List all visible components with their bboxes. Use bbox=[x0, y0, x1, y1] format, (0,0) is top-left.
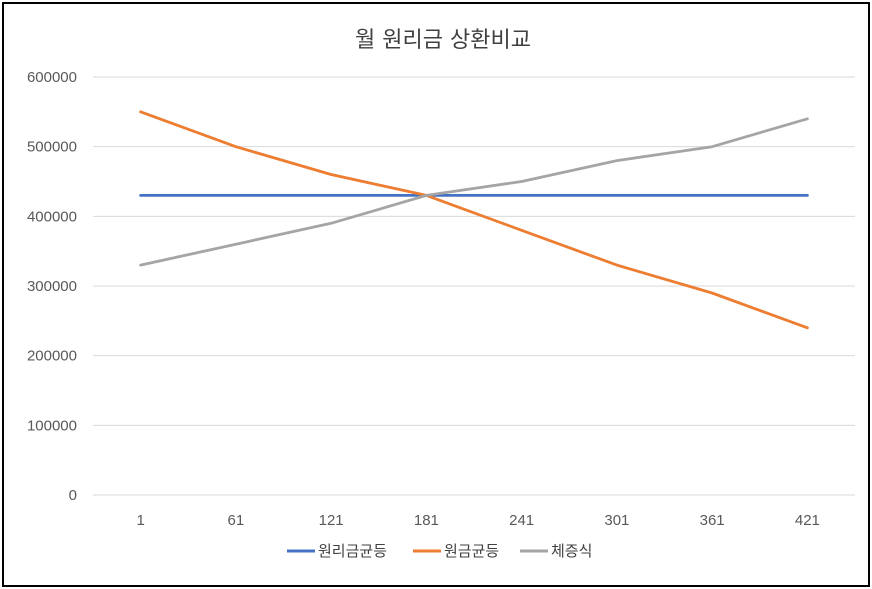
y-axis-ticks: 0 100000 200000 300000 400000 500000 600000 bbox=[27, 69, 77, 504]
y-tick-label: 0 bbox=[69, 487, 77, 504]
x-tick-label: 121 bbox=[319, 512, 344, 529]
y-tick-label: 400000 bbox=[27, 208, 77, 225]
series-line-2 bbox=[139, 110, 809, 330]
legend: 원리금균등 원금균등 체증식 bbox=[287, 542, 592, 560]
y-tick-label: 200000 bbox=[27, 348, 77, 365]
x-tick-label: 361 bbox=[700, 512, 725, 529]
x-tick-label: 61 bbox=[228, 512, 245, 529]
x-axis-ticks: 1 61 121 181 241 301 361 421 bbox=[136, 512, 819, 529]
gridlines bbox=[93, 76, 855, 496]
y-tick-label: 600000 bbox=[27, 69, 77, 86]
series-lines bbox=[139, 110, 809, 330]
y-tick-label: 100000 bbox=[27, 417, 77, 434]
y-tick-label: 300000 bbox=[27, 278, 77, 295]
x-tick-label: 301 bbox=[604, 512, 629, 529]
x-tick-label: 241 bbox=[509, 512, 534, 529]
legend-label: 체증식 bbox=[551, 542, 592, 560]
y-tick-label: 500000 bbox=[27, 139, 77, 156]
x-tick-label: 1 bbox=[136, 512, 144, 529]
legend-label: 원금균등 bbox=[444, 542, 499, 560]
series-line-3 bbox=[139, 117, 809, 267]
x-tick-label: 421 bbox=[795, 512, 820, 529]
x-tick-label: 181 bbox=[414, 512, 439, 529]
chart-title: 월 원리금 상환비교 bbox=[355, 28, 531, 53]
legend-label: 원리금균등 bbox=[318, 542, 387, 560]
